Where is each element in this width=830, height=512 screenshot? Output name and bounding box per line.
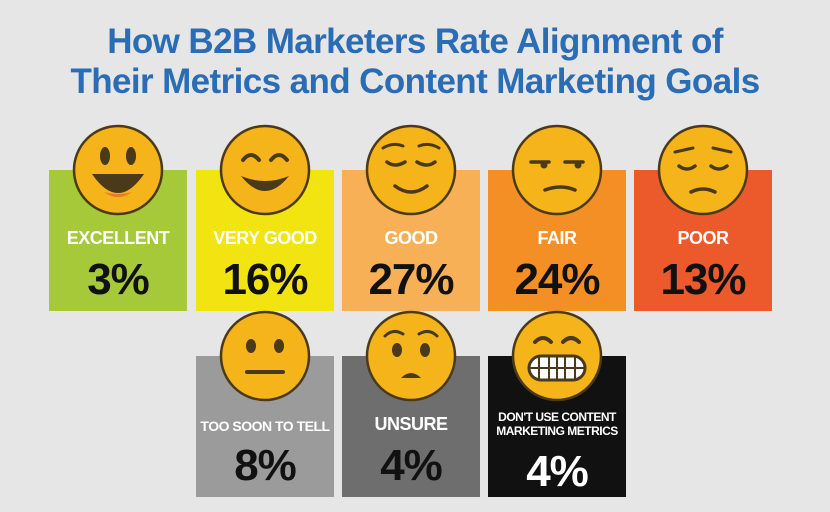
worried-emoji-icon xyxy=(363,308,459,404)
rating-value: 13% xyxy=(660,255,746,304)
title-line-2: Their Metrics and Content Marketing Goal… xyxy=(70,62,760,101)
rating-label: TOO SOON TO TELL xyxy=(200,418,330,434)
rating-label: VERY GOOD xyxy=(213,228,317,248)
rating-value: 27% xyxy=(368,255,454,304)
rating-value: 8% xyxy=(234,441,297,490)
rating-value: 24% xyxy=(514,255,600,304)
neutral-emoji-icon xyxy=(217,308,313,404)
grin-big-emoji-icon xyxy=(70,122,166,218)
title-line-1: How B2B Marketers Rate Alignment of xyxy=(107,22,723,61)
rating-label: FAIR xyxy=(537,228,577,248)
rating-label: DON'T USE CONTENT MARKETING METRICS xyxy=(488,410,626,438)
rating-card: DON'T USE CONTENT MARKETING METRICS 4% xyxy=(488,356,626,497)
grimace-emoji-icon xyxy=(509,308,605,404)
rating-value: 4% xyxy=(526,447,589,496)
rating-value: 3% xyxy=(87,255,150,304)
rating-label: POOR xyxy=(677,228,729,248)
rating-label-line: MARKETING METRICS xyxy=(496,424,618,438)
unamused-emoji-icon xyxy=(509,122,605,218)
rating-value: 16% xyxy=(222,255,308,304)
rating-label: GOOD xyxy=(384,228,438,248)
pensive-emoji-icon xyxy=(655,122,751,218)
rating-label: UNSURE xyxy=(374,414,448,434)
relieved-emoji-icon xyxy=(363,122,459,218)
chart-title: How B2B Marketers Rate Alignment of Thei… xyxy=(0,22,830,102)
smile-eyes-emoji-icon xyxy=(217,122,313,218)
rating-value: 4% xyxy=(380,441,443,490)
rating-card: TOO SOON TO TELL 8% xyxy=(196,356,334,497)
rating-label: EXCELLENT xyxy=(66,228,170,248)
rating-card: VERY GOOD 16% xyxy=(196,170,334,311)
rating-label-line: DON'T USE CONTENT xyxy=(498,410,616,424)
